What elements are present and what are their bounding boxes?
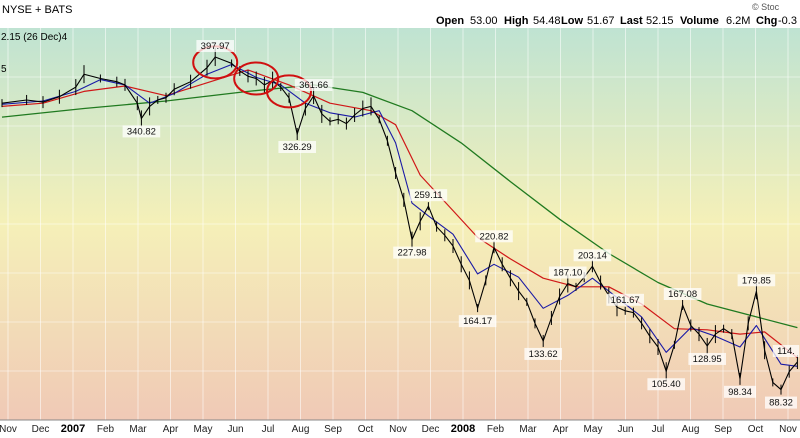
x-axis: Nov Dec 2007 Feb Mar Apr May Jun Jul Aug Sep Oct Nov…: [0, 423, 797, 435]
price-label-bg: [458, 315, 497, 328]
price-label-bg: [663, 287, 702, 300]
x-tick-label: Dec: [32, 424, 50, 435]
chg-value: -0.3: [778, 15, 797, 27]
legend-fragment: 5: [1, 64, 7, 75]
x-tick-label: Mar: [129, 424, 147, 435]
x-tick-label: May: [194, 424, 213, 435]
x-tick-label: Jun: [227, 424, 243, 435]
price-label: 161.67: [611, 295, 640, 306]
open-value: 53.00: [470, 15, 498, 27]
price-label: 128.95: [693, 354, 722, 365]
x-tick-label: Nov: [779, 424, 797, 435]
highlight-circle: [233, 61, 280, 96]
x-axis-band: [0, 420, 800, 438]
price-label-bg: [393, 246, 431, 259]
x-tick-label: May: [584, 424, 603, 435]
x-tick-label: Dec: [422, 424, 440, 435]
price-label: 105.40: [652, 379, 681, 390]
price-label-bg: [647, 378, 685, 391]
price-label: 133.62: [529, 349, 558, 360]
price-label: 397.97: [201, 41, 230, 52]
price-label: 227.98: [397, 248, 426, 259]
price-line: [1, 56, 798, 391]
x-tick-label: Jun: [617, 424, 633, 435]
price-label-bg: [549, 266, 587, 279]
x-tick-label: Aug: [292, 424, 310, 435]
price-label: 340.82: [127, 126, 156, 137]
price-label: 164.17: [463, 316, 492, 327]
price-labels: 397.97 340.82 361.66 326.29 259.11 227.98 220.…: [122, 40, 800, 409]
price-label-bg: [294, 79, 333, 92]
price-label: 98.34: [728, 387, 752, 398]
x-tick-label: Oct: [748, 424, 764, 435]
price-label-bg: [475, 230, 513, 243]
high-value: 54.48: [533, 15, 561, 27]
chg-label: Chg: [756, 15, 777, 27]
x-tick-label: Aug: [682, 424, 700, 435]
price-label-bg: [772, 345, 800, 358]
price-label-bg: [524, 347, 562, 360]
x-tick-label: Oct: [358, 424, 374, 435]
price-label-bg: [196, 40, 234, 53]
x-tick-label: Jul: [652, 424, 665, 435]
x-tick-label: 2007: [61, 423, 85, 435]
last-value: 52.15: [646, 15, 674, 27]
x-tick-label: Feb: [487, 424, 505, 435]
price-label: 179.85: [742, 275, 771, 286]
volume-label: Volume: [680, 15, 719, 27]
price-label: 361.66: [299, 80, 328, 91]
x-tick-label: Nov: [0, 424, 17, 435]
price-label-bg: [573, 249, 612, 262]
price-label-bg: [122, 125, 161, 138]
x-tick-label: Jul: [262, 424, 275, 435]
header-bar: [0, 0, 800, 28]
price-label: 326.29: [283, 142, 312, 153]
price-label: 167.08: [668, 289, 697, 300]
x-tick-label: Nov: [389, 424, 407, 435]
price-label-bg: [688, 352, 726, 365]
x-tick-label: Apr: [553, 424, 569, 435]
last-close-note: 2.15 (26 Dec)4: [1, 32, 68, 43]
highlight-circle: [266, 74, 312, 109]
price-label: 203.14: [578, 250, 607, 261]
low-value: 51.67: [587, 15, 615, 27]
price-label: 88.32: [769, 398, 793, 409]
volume-value: 6.2M: [726, 15, 750, 27]
price-label-bg: [765, 396, 797, 409]
open-label: Open: [436, 15, 464, 27]
watermark-label: © Stoc: [752, 2, 780, 12]
exchange-label: NYSE + BATS: [2, 4, 72, 16]
price-label: 259.11: [414, 190, 442, 201]
price-label-bg: [409, 189, 448, 202]
price-label-bg: [737, 274, 776, 287]
price-label-bg: [278, 141, 316, 154]
price-label: 220.82: [479, 231, 508, 242]
plot-background: [0, 28, 800, 420]
x-tick-label: Sep: [324, 424, 342, 435]
price-label-bg: [724, 385, 756, 398]
price-label: 114.: [777, 346, 795, 357]
x-tick-label: 2008: [451, 423, 475, 435]
low-label: Low: [561, 15, 583, 27]
price-label: 187.10: [553, 267, 582, 278]
high-label: High: [504, 15, 529, 27]
quote-summary: Open 53.00 High 54.48 Low 51.67 Last 52.…: [436, 15, 797, 27]
price-label-bg: [606, 293, 644, 306]
x-tick-label: Mar: [519, 424, 537, 435]
x-tick-label: Feb: [97, 424, 115, 435]
x-tick-label: Apr: [163, 424, 179, 435]
x-tick-label: Sep: [714, 424, 732, 435]
last-label: Last: [620, 15, 643, 27]
